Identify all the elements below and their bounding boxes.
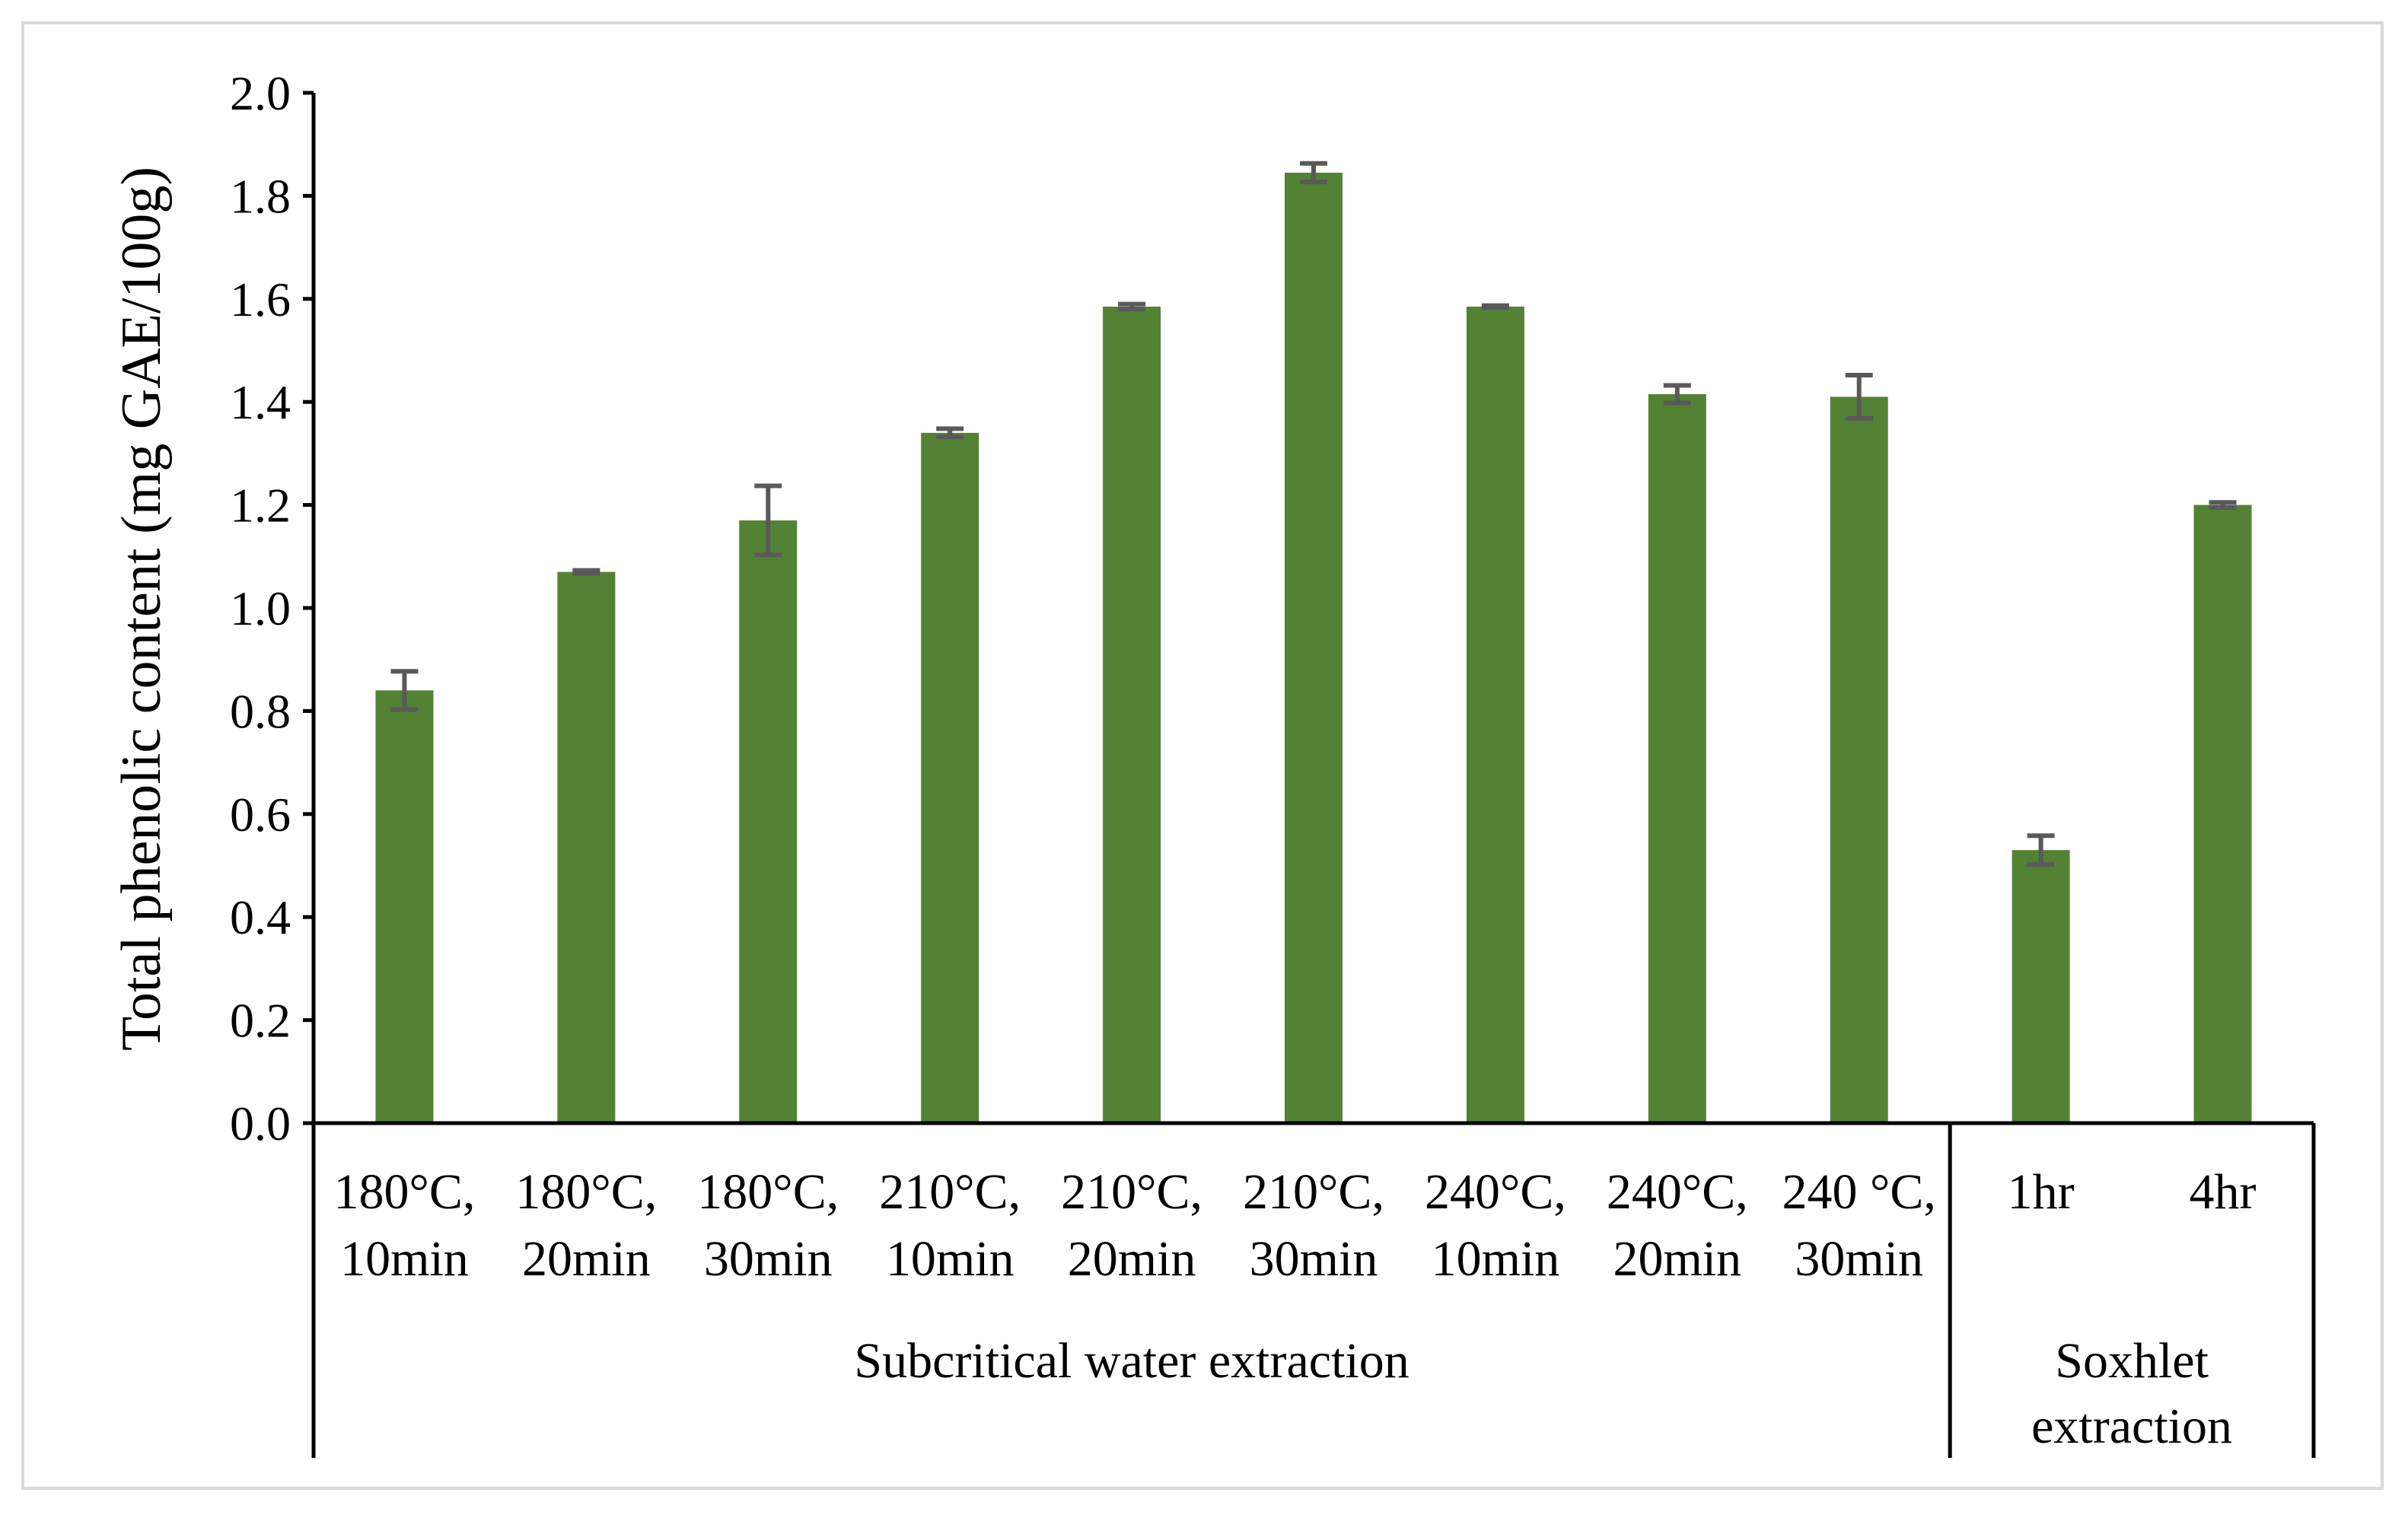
- x-category-label-6-line-0: 240°C,: [1425, 1164, 1566, 1220]
- x-category-label-5-line-0: 210°C,: [1243, 1164, 1384, 1220]
- group-label-0-line-0: Subcritical water extraction: [854, 1333, 1409, 1389]
- y-tick-label-4: 0.8: [230, 684, 291, 738]
- bar-9: [2011, 850, 2070, 1123]
- error-bars-layer: [390, 161, 2237, 867]
- y-tick-label-7: 1.4: [230, 375, 291, 429]
- error-bar-5: [1300, 161, 1327, 185]
- bar-1: [557, 571, 616, 1123]
- x-category-label-8-line-1: 30min: [1795, 1231, 1923, 1287]
- bars-layer: [375, 172, 2252, 1124]
- y-axis-title: Total phenolic content (mg GAE/100g): [110, 167, 173, 1051]
- y-tick-label-0: 0.0: [230, 1096, 291, 1151]
- x-category-label-1-line-0: 180°C,: [515, 1164, 657, 1220]
- x-category-label-4-line-1: 20min: [1068, 1231, 1196, 1287]
- error-bar-2: [754, 483, 782, 558]
- x-category-label-1-line-1: 20min: [522, 1231, 651, 1287]
- y-tick-label-9: 1.8: [230, 169, 291, 223]
- error-bar-9: [2027, 833, 2055, 867]
- x-category-label-10-line-0: 4hr: [2190, 1164, 2257, 1220]
- y-tick-label-2: 0.4: [230, 890, 291, 944]
- error-bar-7: [1663, 383, 1691, 406]
- group-label-1-line-0: Soxhlet: [2055, 1333, 2209, 1389]
- x-category-label-9-line-0: 1hr: [2008, 1164, 2075, 1220]
- error-bar-8: [1845, 372, 1873, 421]
- error-bar-0: [390, 669, 419, 712]
- error-bar-3: [936, 426, 964, 440]
- x-category-label-2-line-0: 180°C,: [697, 1164, 839, 1220]
- y-tick-label-3: 0.6: [230, 788, 291, 842]
- x-category-label-3-line-0: 210°C,: [879, 1164, 1021, 1220]
- x-labels-layer: 180°C, 10min 180°C, 20min 180°C, 30min 210°C, 1…: [333, 1164, 2256, 1287]
- x-category-label-6-line-1: 10min: [1432, 1231, 1560, 1287]
- bar-6: [1466, 306, 1524, 1124]
- y-tick-label-1: 0.2: [230, 994, 291, 1048]
- x-category-label-7-line-0: 240°C,: [1607, 1164, 1748, 1220]
- error-bar-6: [1481, 303, 1509, 310]
- error-bar-1: [572, 568, 600, 576]
- group-labels-layer: Subcritical water extraction Soxhlet extra…: [854, 1333, 2232, 1454]
- y-axis-label-group: Total phenolic content (mg GAE/100g): [110, 167, 173, 1051]
- x-category-label-7-line-1: 20min: [1613, 1231, 1741, 1287]
- bar-2: [739, 520, 798, 1123]
- bar-7: [1648, 394, 1706, 1123]
- bar-5: [1285, 172, 1343, 1123]
- y-tick-label-6: 1.2: [230, 479, 291, 533]
- x-category-label-8-line-0: 240 °C,: [1782, 1164, 1936, 1220]
- error-bar-10: [2209, 500, 2237, 510]
- x-category-label-5-line-1: 30min: [1250, 1231, 1378, 1287]
- group-label-1-line-1: extraction: [2031, 1399, 2232, 1454]
- y-tick-label-8: 1.6: [230, 272, 291, 326]
- x-category-label-3-line-1: 10min: [886, 1231, 1014, 1287]
- x-category-label-0-line-0: 180°C,: [333, 1164, 475, 1220]
- y-ticks-layer: 0.0 0.2 0.4 0.6 0.8 1.0 1.2 1.4 1.6 1.8 2.0: [230, 66, 314, 1151]
- error-bar-4: [1118, 301, 1146, 312]
- bar-3: [921, 432, 979, 1123]
- bar-0: [375, 690, 434, 1123]
- bar-4: [1103, 306, 1161, 1124]
- bar-10: [2193, 504, 2252, 1123]
- axes-layer: [311, 93, 2316, 1458]
- x-category-label-0-line-1: 10min: [340, 1231, 469, 1287]
- bar-8: [1830, 396, 1888, 1123]
- x-category-label-4-line-0: 210°C,: [1061, 1164, 1202, 1220]
- x-category-label-2-line-1: 30min: [704, 1231, 833, 1287]
- y-tick-label-10: 2.0: [230, 66, 291, 120]
- y-tick-label-5: 1.0: [230, 581, 291, 635]
